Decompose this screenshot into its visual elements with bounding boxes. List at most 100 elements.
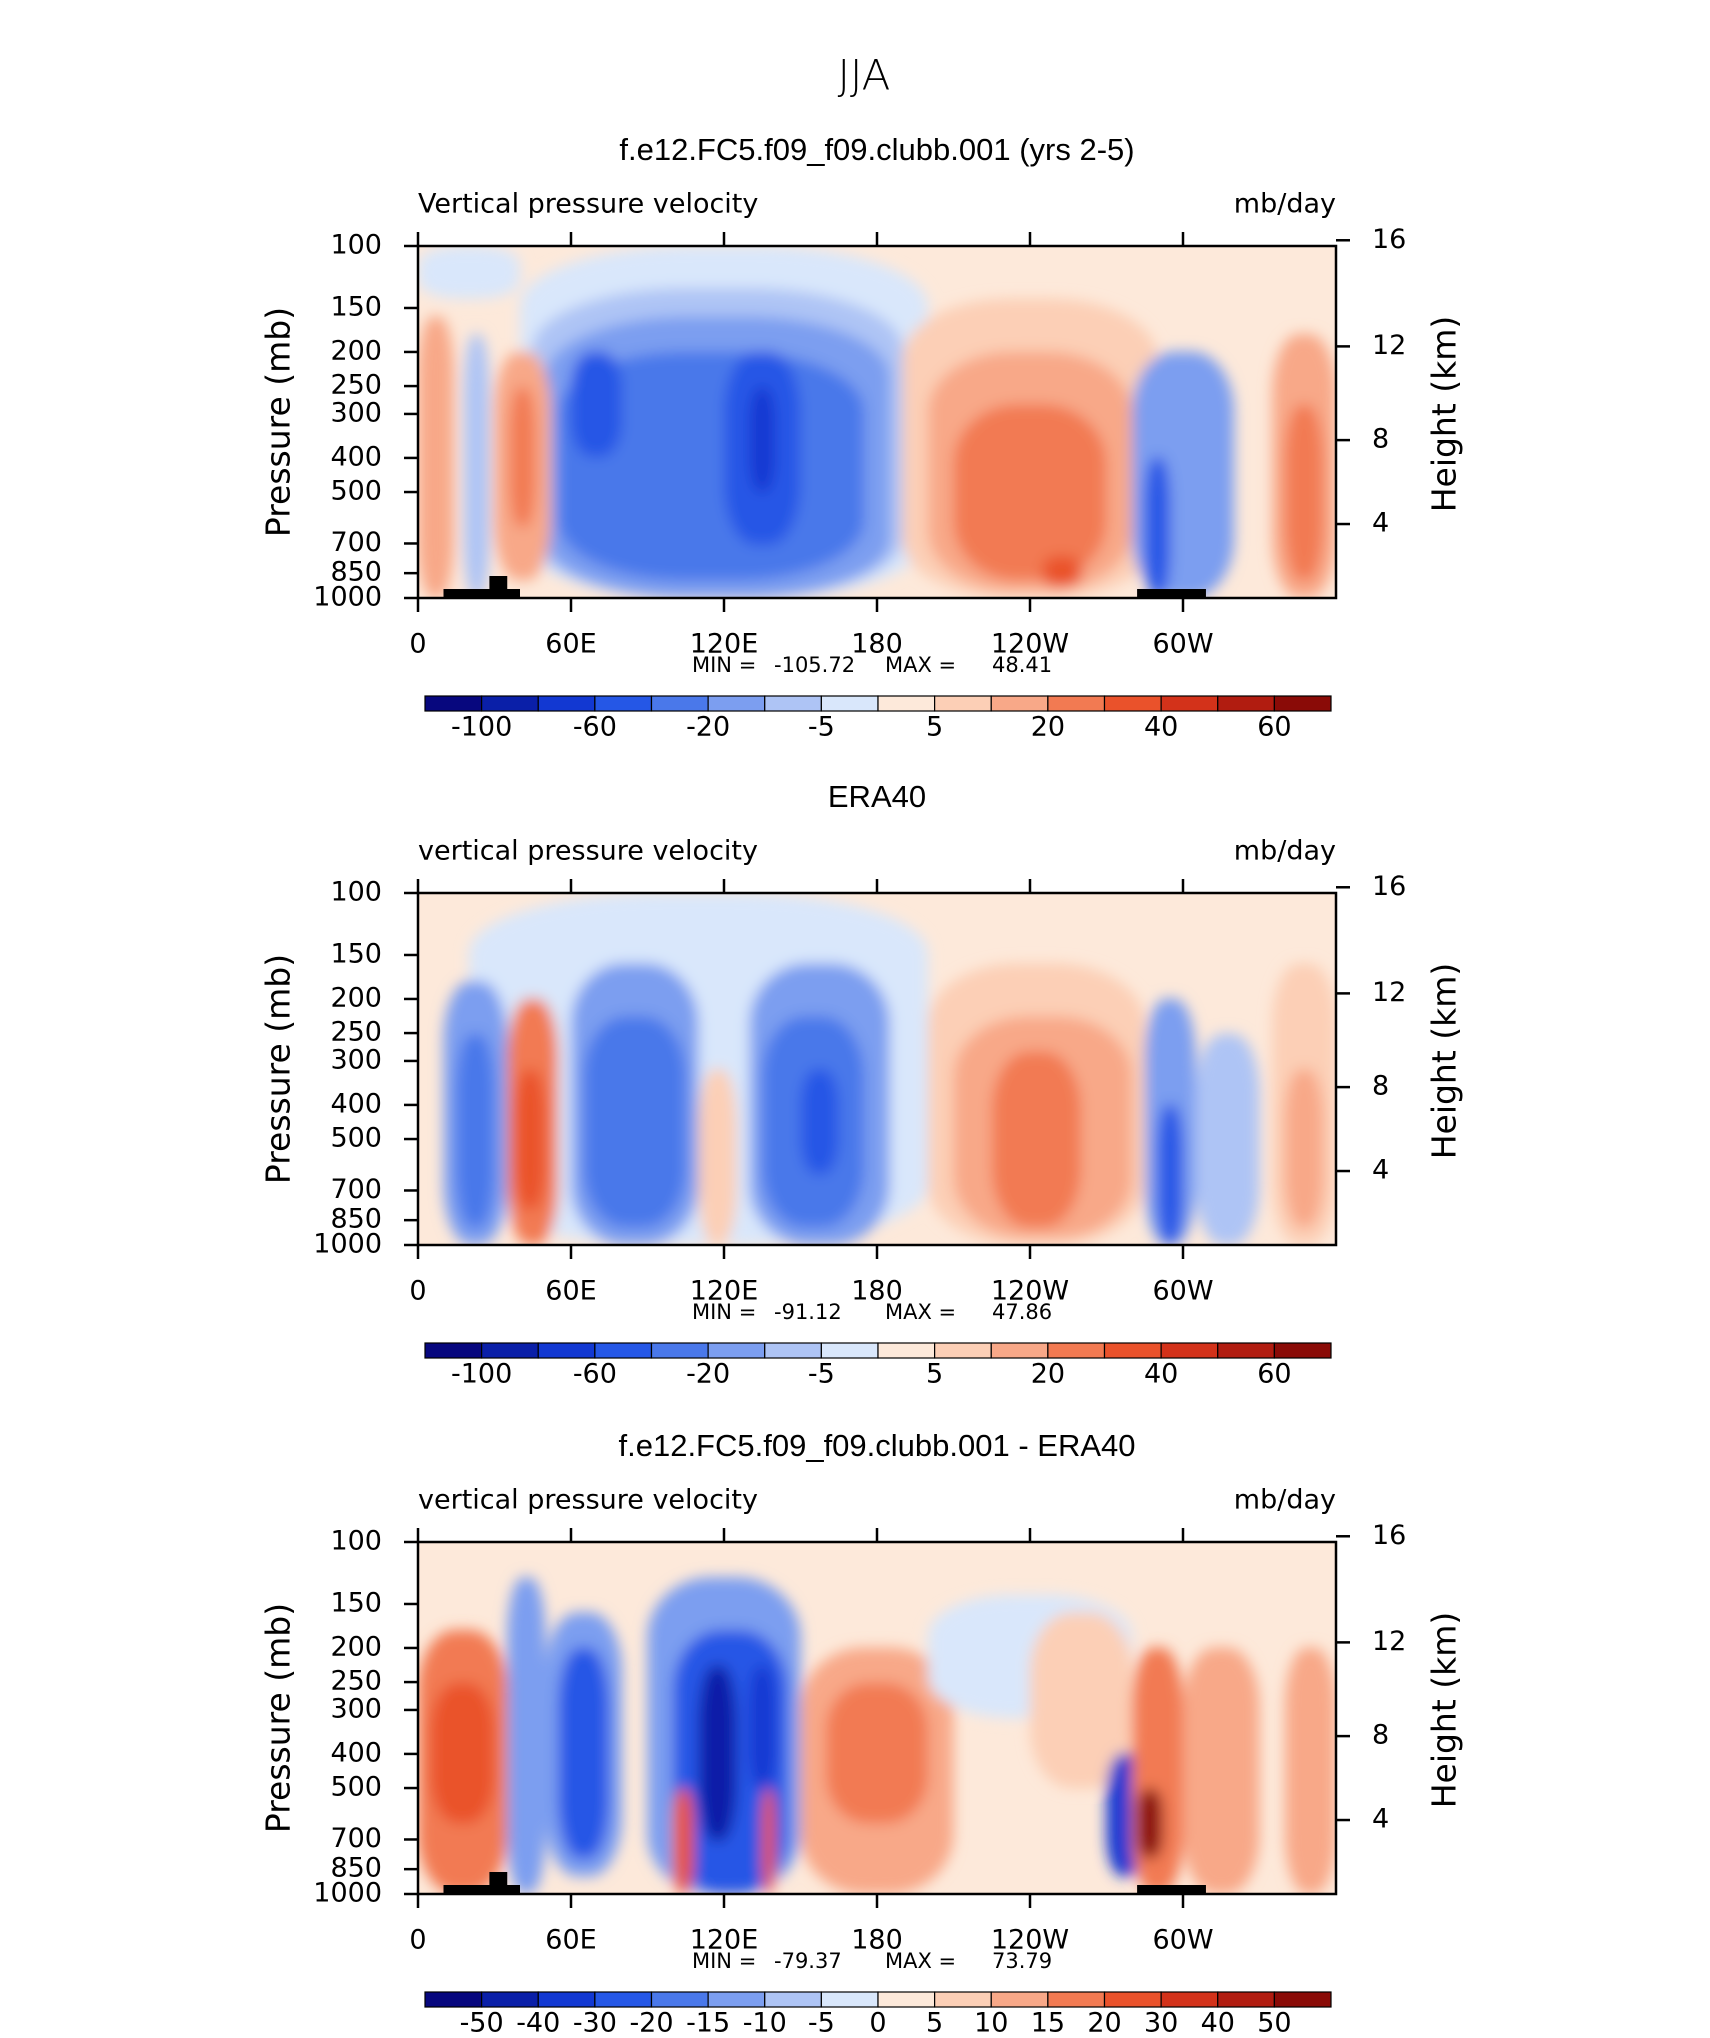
contour-fill bbox=[991, 1051, 1081, 1228]
subtitle-right: mb/day bbox=[1234, 836, 1336, 867]
colorbar-box bbox=[424, 695, 483, 712]
y2-tick-label: 12 bbox=[1372, 977, 1406, 1008]
min-value: -91.12 bbox=[774, 1300, 842, 1324]
max-label: MAX = bbox=[885, 1949, 956, 1973]
y-tick-label: 300 bbox=[330, 397, 382, 428]
x-tick-label: 120E bbox=[690, 1276, 759, 1307]
y-tick-label: 100 bbox=[330, 1526, 382, 1557]
x-tick-label: 60W bbox=[1152, 629, 1213, 660]
colorbar-label: -100 bbox=[451, 1359, 512, 1390]
contour-blobs bbox=[418, 1577, 1336, 1894]
contour-fill bbox=[749, 386, 775, 493]
y-tick-label: 400 bbox=[330, 1737, 382, 1768]
terrain bbox=[1137, 1885, 1206, 1894]
y-tick-label: 850 bbox=[330, 557, 382, 588]
contour-fill bbox=[953, 404, 1107, 581]
colorbar-label: 5 bbox=[926, 1359, 943, 1390]
x-tick-label: 0 bbox=[409, 1276, 426, 1307]
colorbar-box bbox=[1103, 695, 1162, 712]
colorbar-label: 60 bbox=[1257, 1359, 1291, 1390]
y-tick-label: 1000 bbox=[313, 1878, 382, 1909]
contour-fill bbox=[1137, 1788, 1163, 1859]
y2-tick-label: 16 bbox=[1372, 871, 1406, 902]
colorbar-label: 20 bbox=[1031, 1359, 1065, 1390]
y2-tick-label: 8 bbox=[1372, 1071, 1389, 1102]
colorbar-label: -100 bbox=[451, 712, 512, 743]
y-tick-label: 1000 bbox=[313, 1229, 382, 1260]
y-tick-label: 300 bbox=[330, 1044, 382, 1075]
colorbar-box bbox=[594, 1342, 653, 1359]
colorbar-box bbox=[764, 695, 822, 712]
contour-fill bbox=[673, 1788, 694, 1894]
colorbar-label: -5 bbox=[808, 1359, 835, 1390]
colorbar-box bbox=[934, 1991, 992, 2008]
x-tick-label: 180 bbox=[851, 629, 903, 660]
y2-tick-label: 4 bbox=[1372, 508, 1389, 539]
y-tick-label: 150 bbox=[330, 1587, 382, 1618]
colorbar-box bbox=[1103, 1991, 1162, 2008]
colorbar-box bbox=[594, 1991, 653, 2008]
contour-fill bbox=[1030, 1612, 1132, 1789]
max-label: MAX = bbox=[885, 653, 956, 677]
y-axis-label: Pressure (mb) bbox=[259, 307, 298, 537]
subtitle-left: vertical pressure velocity bbox=[418, 1485, 758, 1516]
colorbar-label: 40 bbox=[1201, 2008, 1235, 2038]
x-tick-label: 120W bbox=[991, 1276, 1069, 1307]
y-tick-label: 700 bbox=[330, 527, 382, 558]
y2-tick-label: 4 bbox=[1372, 1804, 1389, 1835]
contour-field bbox=[418, 893, 1336, 1245]
colorbar-box bbox=[650, 1991, 709, 2008]
max-label: MAX = bbox=[885, 1300, 956, 1324]
y-tick-label: 850 bbox=[330, 1853, 382, 1884]
colorbar-label: -60 bbox=[573, 1359, 617, 1390]
y2-axis-label: Height (km) bbox=[1425, 316, 1464, 513]
subtitle-right: mb/day bbox=[1234, 189, 1336, 220]
colorbar-box bbox=[481, 695, 539, 712]
min-label: MIN = bbox=[692, 1300, 756, 1324]
colorbar-box bbox=[481, 1991, 539, 2008]
terrain bbox=[443, 589, 520, 598]
y-tick-label: 150 bbox=[330, 938, 382, 969]
y2-axis-label: Height (km) bbox=[1425, 1612, 1464, 1809]
figure-title: JJA bbox=[838, 51, 891, 100]
colorbar-box bbox=[990, 1991, 1049, 2008]
y-axis-label: Pressure (mb) bbox=[259, 954, 298, 1184]
colorbar-box bbox=[1103, 1342, 1162, 1359]
contour-fill bbox=[1285, 404, 1324, 581]
colorbar-box bbox=[1160, 695, 1219, 712]
colorbar-box bbox=[537, 1342, 596, 1359]
panel-title: f.e12.FC5.f09_f09.clubb.001 (yrs 2-5) bbox=[619, 132, 1134, 167]
contour-fill bbox=[430, 1682, 495, 1824]
y-axis-label: Pressure (mb) bbox=[259, 1603, 298, 1833]
min-value: -79.37 bbox=[774, 1949, 842, 1973]
colorbar-label: 40 bbox=[1144, 1359, 1178, 1390]
y-tick-label: 150 bbox=[330, 291, 382, 322]
colorbar-box bbox=[1217, 1991, 1275, 2008]
contour-fill bbox=[826, 1682, 928, 1824]
contour-blobs bbox=[443, 893, 1336, 1245]
subtitle-right: mb/day bbox=[1234, 1485, 1336, 1516]
colorbar-box bbox=[1273, 695, 1332, 712]
contour-fill bbox=[583, 1016, 686, 1228]
colorbar-label: -20 bbox=[629, 2008, 673, 2038]
contour-fill bbox=[1285, 1069, 1324, 1228]
max-value: 48.41 bbox=[992, 653, 1052, 677]
colorbar-label: -30 bbox=[573, 2008, 617, 2038]
contour-fill bbox=[1144, 457, 1171, 598]
contour-fill bbox=[749, 1665, 775, 1789]
colorbar-box bbox=[764, 1991, 822, 2008]
y2-axis-label: Height (km) bbox=[1425, 963, 1464, 1160]
contour-fill bbox=[509, 386, 536, 528]
contour-field bbox=[418, 246, 1336, 598]
colorbar-label: -50 bbox=[460, 2008, 504, 2038]
colorbar-box bbox=[1273, 1991, 1332, 2008]
y-tick-label: 850 bbox=[330, 1204, 382, 1235]
x-tick-label: 60E bbox=[545, 1276, 596, 1307]
y-tick-label: 200 bbox=[330, 982, 382, 1013]
y-tick-label: 250 bbox=[330, 1017, 382, 1048]
colorbar-label: -40 bbox=[516, 2008, 560, 2038]
colorbar-box bbox=[1047, 695, 1106, 712]
colorbar-label: -20 bbox=[686, 1359, 730, 1390]
y-tick-label: 700 bbox=[330, 1174, 382, 1205]
colorbar-label: 0 bbox=[869, 2008, 886, 2038]
